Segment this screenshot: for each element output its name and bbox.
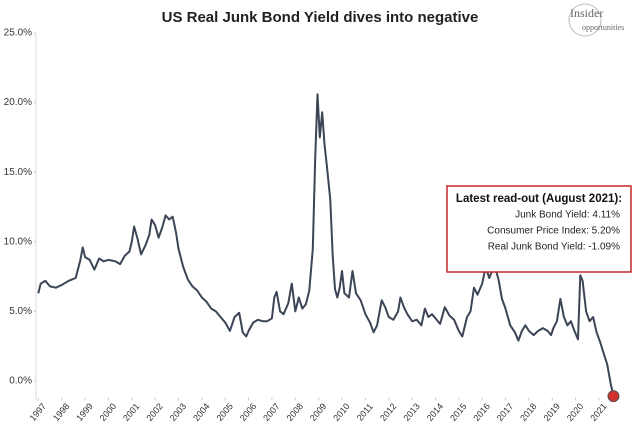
y-tick-label: 20.0% xyxy=(4,97,32,108)
x-tick-label: 2008 xyxy=(285,401,306,423)
x-tick-label: 2005 xyxy=(214,401,235,423)
chart-title: US Real Junk Bond Yield dives into negat… xyxy=(162,9,479,26)
latest-point xyxy=(607,390,620,403)
x-tick-label: 2009 xyxy=(308,401,329,423)
x-tick-label: 2006 xyxy=(238,401,259,423)
logo-ring xyxy=(568,3,602,37)
x-tick-label: 2010 xyxy=(331,401,352,423)
x-tick-label: 2004 xyxy=(191,401,212,423)
x-tick-label: 2016 xyxy=(471,401,492,423)
logo-text: Insider xyxy=(570,6,603,20)
x-tick-label: 2014 xyxy=(425,401,446,423)
x-tick-label: 2001 xyxy=(121,401,142,423)
y-tick-label: 10.0% xyxy=(4,236,32,247)
y-tick-label: 5.0% xyxy=(9,306,32,317)
x-tick-label: 2000 xyxy=(98,401,119,423)
x-tick-label: 2020 xyxy=(565,401,586,423)
x-tick-label: 2017 xyxy=(495,401,516,423)
annotation-title: Latest read-out (August 2021): xyxy=(456,193,622,205)
y-tick-label: 25.0% xyxy=(4,28,32,39)
x-tick-label: 2012 xyxy=(378,401,399,423)
annotation-box xyxy=(446,185,632,273)
y-tick-label: 15.0% xyxy=(4,167,32,178)
annotation-line: Consumer Price Index: 5.20% xyxy=(487,226,620,237)
annotation-line: Real Junk Bond Yield: -1.09% xyxy=(488,242,620,253)
x-tick-label: 2007 xyxy=(261,401,282,423)
y-tick-label: 0.0% xyxy=(9,376,32,387)
x-tick-label: 2021 xyxy=(588,401,609,423)
annotation: Latest read-out (August 2021): Junk Bond… xyxy=(446,185,632,273)
series-line xyxy=(37,93,615,397)
x-tick-label: 1997 xyxy=(28,401,49,423)
x-tick-label: 2018 xyxy=(518,401,539,423)
annotation-line: Junk Bond Yield: 4.11% xyxy=(515,210,620,221)
x-tick-label: 2019 xyxy=(542,401,563,423)
x-tick-label: 1999 xyxy=(74,401,95,423)
logo: Insider opportunities xyxy=(568,3,624,37)
x-tick-label: 2015 xyxy=(448,401,469,423)
x-tick-label: 2002 xyxy=(144,401,165,423)
x-tick-label: 2013 xyxy=(401,401,422,423)
x-tick-label: 2003 xyxy=(168,401,189,423)
x-tick-label: 1998 xyxy=(51,401,72,423)
logo-text: opportunities xyxy=(582,23,624,32)
x-tick-label: 2011 xyxy=(355,401,375,422)
